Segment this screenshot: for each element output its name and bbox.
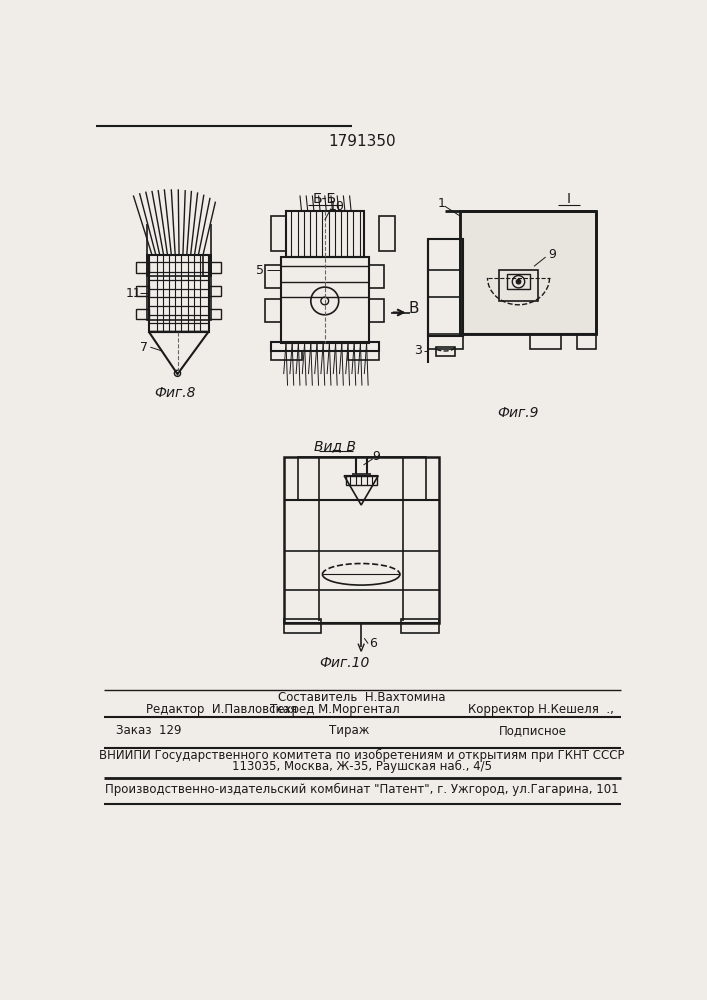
Text: Составитель  Н.Вахтомина: Составитель Н.Вахтомина [278, 691, 445, 704]
Bar [209, 309, 221, 319]
Bar [428, 239, 462, 336]
Text: Производственно-издательский комбинат "Патент", г. Ужгород, ул.Гагарина, 101: Производственно-издательский комбинат "П… [105, 783, 619, 796]
Bar [146, 255, 211, 320]
Text: 6: 6 [369, 637, 377, 650]
Bar [460, 211, 596, 334]
Text: Фиг.10: Фиг.10 [319, 656, 369, 670]
Text: Техред М.Моргентал: Техред М.Моргентал [271, 703, 400, 716]
Bar [271, 351, 301, 360]
Text: 3: 3 [414, 344, 421, 358]
Bar [209, 286, 221, 296]
Bar [507, 274, 530, 289]
Bar [136, 286, 149, 296]
Text: Подписное: Подписное [499, 724, 567, 737]
Text: I: I [567, 192, 571, 206]
Bar [402, 619, 438, 633]
Bar [348, 351, 379, 360]
Text: Фиг.9: Фиг.9 [498, 406, 539, 420]
Bar [284, 619, 321, 633]
Bar [346, 476, 378, 485]
Bar [379, 216, 395, 251]
Text: Вид В: Вид В [314, 439, 356, 453]
Text: Заказ  129: Заказ 129 [115, 724, 181, 737]
Bar [271, 216, 286, 251]
Bar [428, 334, 462, 349]
Bar [281, 257, 369, 343]
Text: 9: 9 [373, 450, 380, 463]
Bar [136, 309, 149, 319]
Bar [271, 342, 379, 351]
Bar [577, 334, 596, 349]
Bar [209, 262, 221, 273]
Bar [149, 255, 209, 332]
Bar [284, 457, 438, 623]
Text: 5: 5 [257, 264, 264, 277]
Text: Фиг.8: Фиг.8 [154, 386, 196, 400]
Bar [369, 265, 385, 288]
Bar [146, 255, 211, 276]
Bar [369, 299, 385, 322]
Text: Редактор  И.Павловская: Редактор И.Павловская [146, 703, 298, 716]
Bar [203, 255, 211, 276]
Bar [460, 211, 596, 334]
Text: В: В [409, 301, 419, 316]
Text: Б-Б: Б-Б [312, 192, 337, 206]
Text: 11: 11 [125, 287, 141, 300]
Text: Тираж: Тираж [329, 724, 369, 737]
Bar [436, 347, 455, 356]
Bar [530, 334, 561, 349]
Bar [499, 270, 538, 301]
Text: 9: 9 [548, 248, 556, 261]
Text: 1: 1 [438, 197, 445, 210]
Text: ВНИИПИ Государственного комитета по изобретениям и открытиям при ГКНТ СССР: ВНИИПИ Государственного комитета по изоб… [99, 749, 625, 762]
Bar [286, 211, 363, 257]
Text: 7: 7 [140, 341, 148, 354]
Bar [265, 265, 281, 288]
Bar [136, 262, 149, 273]
Bar [265, 299, 281, 322]
Text: 10: 10 [329, 200, 344, 213]
Text: 113035, Москва, Ж-35, Раушская наб., 4/5: 113035, Москва, Ж-35, Раушская наб., 4/5 [232, 760, 492, 773]
Text: 1791350: 1791350 [328, 134, 396, 149]
Bar [298, 457, 426, 500]
Circle shape [516, 279, 521, 284]
Text: Корректор Н.Кешеля  .,: Корректор Н.Кешеля ., [468, 703, 614, 716]
